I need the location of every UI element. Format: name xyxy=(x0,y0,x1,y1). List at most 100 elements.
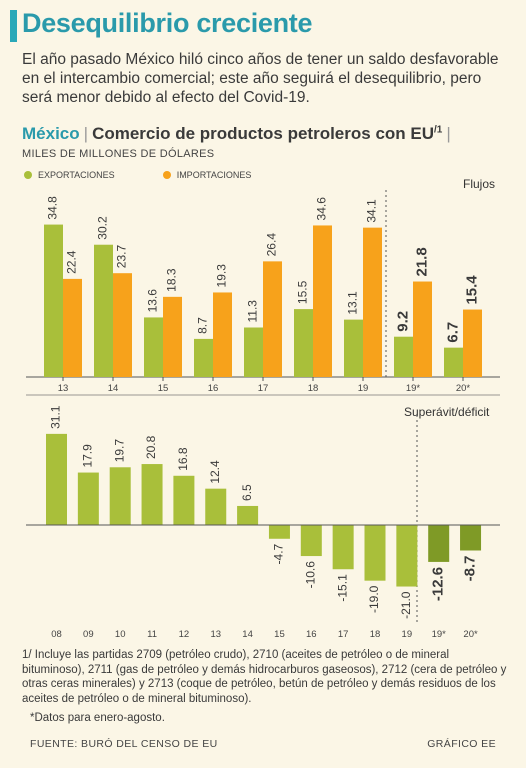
bar-imports xyxy=(363,227,382,377)
x-tick-label-balance: 19 xyxy=(402,629,413,640)
bar-imports xyxy=(413,281,432,377)
bar-exports xyxy=(94,244,113,377)
chart-title-footnote-mark: /1 xyxy=(434,124,443,136)
legend-item-imports: IMPORTACIONES xyxy=(162,170,252,180)
bar-exports xyxy=(394,336,413,377)
bar-imports xyxy=(463,309,482,377)
title-separator-end: | xyxy=(446,124,451,143)
x-tick-label-balance: 18 xyxy=(370,629,381,640)
bar-balance xyxy=(268,525,290,539)
x-tick-label-balance: 10 xyxy=(115,629,126,640)
bar-balance xyxy=(109,467,131,525)
bar-balance xyxy=(77,472,99,525)
credit-label: GRÁFICO EE xyxy=(427,738,496,750)
bar-balance xyxy=(173,475,195,525)
panel-label-flows: Flujos xyxy=(463,177,496,191)
title-separator: | xyxy=(83,124,89,143)
bar-balance xyxy=(205,488,227,525)
value-label-imports: 26.4 xyxy=(265,233,279,257)
bar-exports xyxy=(294,309,313,377)
x-tick-label-flows: 13 xyxy=(58,383,69,394)
value-label-balance: -10.6 xyxy=(303,561,317,589)
bar-balance xyxy=(300,525,322,557)
value-label-imports: 15.4 xyxy=(463,275,480,305)
value-label-balance: 6.5 xyxy=(240,484,254,501)
projection-note: *Datos para enero-agosto. xyxy=(30,712,165,724)
headline-accent-bar xyxy=(10,10,17,42)
value-label-balance: -19.0 xyxy=(367,585,381,613)
x-tick-label-flows: 18 xyxy=(308,383,319,394)
bar-balance xyxy=(460,525,482,551)
value-label-exports: 6.7 xyxy=(444,322,461,343)
x-tick-label-balance: 14 xyxy=(242,629,253,640)
bar-imports xyxy=(313,225,332,377)
value-label-imports: 23.7 xyxy=(115,245,129,269)
x-tick-label-balance: 11 xyxy=(147,629,157,640)
x-tick-label-flows: 19* xyxy=(406,383,421,394)
bar-imports xyxy=(163,296,182,377)
x-tick-label-balance: 15 xyxy=(274,629,285,640)
chart-title-text: Comercio de productos petroleros con EU xyxy=(92,124,435,143)
bar-exports xyxy=(144,317,163,377)
x-tick-label-flows: 19 xyxy=(358,383,369,394)
bar-balance xyxy=(237,505,259,525)
value-label-balance: 12.4 xyxy=(208,460,222,484)
value-label-exports: 30.2 xyxy=(96,216,110,240)
x-tick-label-flows: 20* xyxy=(456,383,471,394)
value-label-balance: -15.1 xyxy=(335,574,349,602)
deck-text: El año pasado México hiló cinco años de … xyxy=(22,51,499,106)
x-tick-label-balance: 17 xyxy=(338,629,349,640)
legend: EXPORTACIONES IMPORTACIONES xyxy=(24,170,251,180)
value-label-exports: 13.1 xyxy=(346,291,360,315)
value-label-balance: 16.8 xyxy=(176,447,190,471)
x-tick-label-flows: 16 xyxy=(208,383,219,394)
x-tick-label-balance: 09 xyxy=(83,629,94,640)
value-label-balance: 31.1 xyxy=(49,405,63,429)
bar-imports xyxy=(113,273,132,377)
bar-balance xyxy=(46,433,67,525)
value-label-imports: 19.3 xyxy=(215,264,229,288)
legend-label-imports: IMPORTACIONES xyxy=(176,170,252,180)
value-label-exports: 34.8 xyxy=(46,196,60,220)
bar-balance xyxy=(364,525,386,581)
x-tick-label-balance: 19* xyxy=(432,629,447,640)
x-tick-label-balance: 20* xyxy=(463,629,478,640)
panel-label-balance: Superávit/déficit xyxy=(404,405,490,419)
legend-label-exports: EXPORTACIONES xyxy=(38,170,115,180)
value-label-balance: -21.0 xyxy=(399,591,413,619)
value-label-imports: 34.6 xyxy=(315,197,329,221)
x-tick-label-balance: 08 xyxy=(51,629,62,640)
value-label-balance: 17.9 xyxy=(81,444,95,468)
chart-title-country: México xyxy=(22,124,80,143)
bar-exports xyxy=(244,327,263,377)
value-label-balance: -8.7 xyxy=(462,555,479,581)
legend-swatch-imports xyxy=(162,171,171,179)
value-label-balance: 20.8 xyxy=(144,435,158,459)
bar-exports xyxy=(194,338,213,377)
bar-balance xyxy=(141,464,163,525)
value-label-imports: 22.4 xyxy=(65,250,79,274)
legend-swatch-exports xyxy=(24,171,32,179)
value-label-exports: 15.5 xyxy=(296,280,310,304)
chart-canvas: 34.8 22.4 13 30.2 23.7 14 13.6 18.3 15 8.7 19.3 16 1… xyxy=(26,190,500,640)
x-tick-label-flows: 14 xyxy=(108,383,119,394)
bar-imports xyxy=(213,292,232,377)
bar-imports xyxy=(263,261,282,377)
source-label: FUENTE: BURÓ DEL CENSO DE EU xyxy=(30,738,218,750)
value-label-balance: -12.6 xyxy=(430,567,447,601)
value-label-imports: 34.1 xyxy=(365,199,379,223)
x-tick-label-flows: 17 xyxy=(258,383,269,394)
value-label-exports: 13.6 xyxy=(146,289,160,313)
bar-imports xyxy=(63,278,82,377)
chart-title: México | Comercio de productos petroleros … xyxy=(22,124,455,144)
legend-item-exports: EXPORTACIONES xyxy=(24,170,115,180)
bar-exports xyxy=(44,224,63,377)
x-tick-label-balance: 12 xyxy=(179,629,190,640)
value-label-balance: -4.7 xyxy=(272,543,286,564)
footnote: 1/ Incluye las partidas 2709 (petróleo c… xyxy=(22,649,507,705)
bar-exports xyxy=(344,319,363,377)
bar-balance xyxy=(332,525,354,570)
value-label-balance: 19.7 xyxy=(112,439,126,463)
units-label: MILES DE MILLONES DE DÓLARES xyxy=(22,148,215,160)
bar-exports xyxy=(444,347,463,377)
